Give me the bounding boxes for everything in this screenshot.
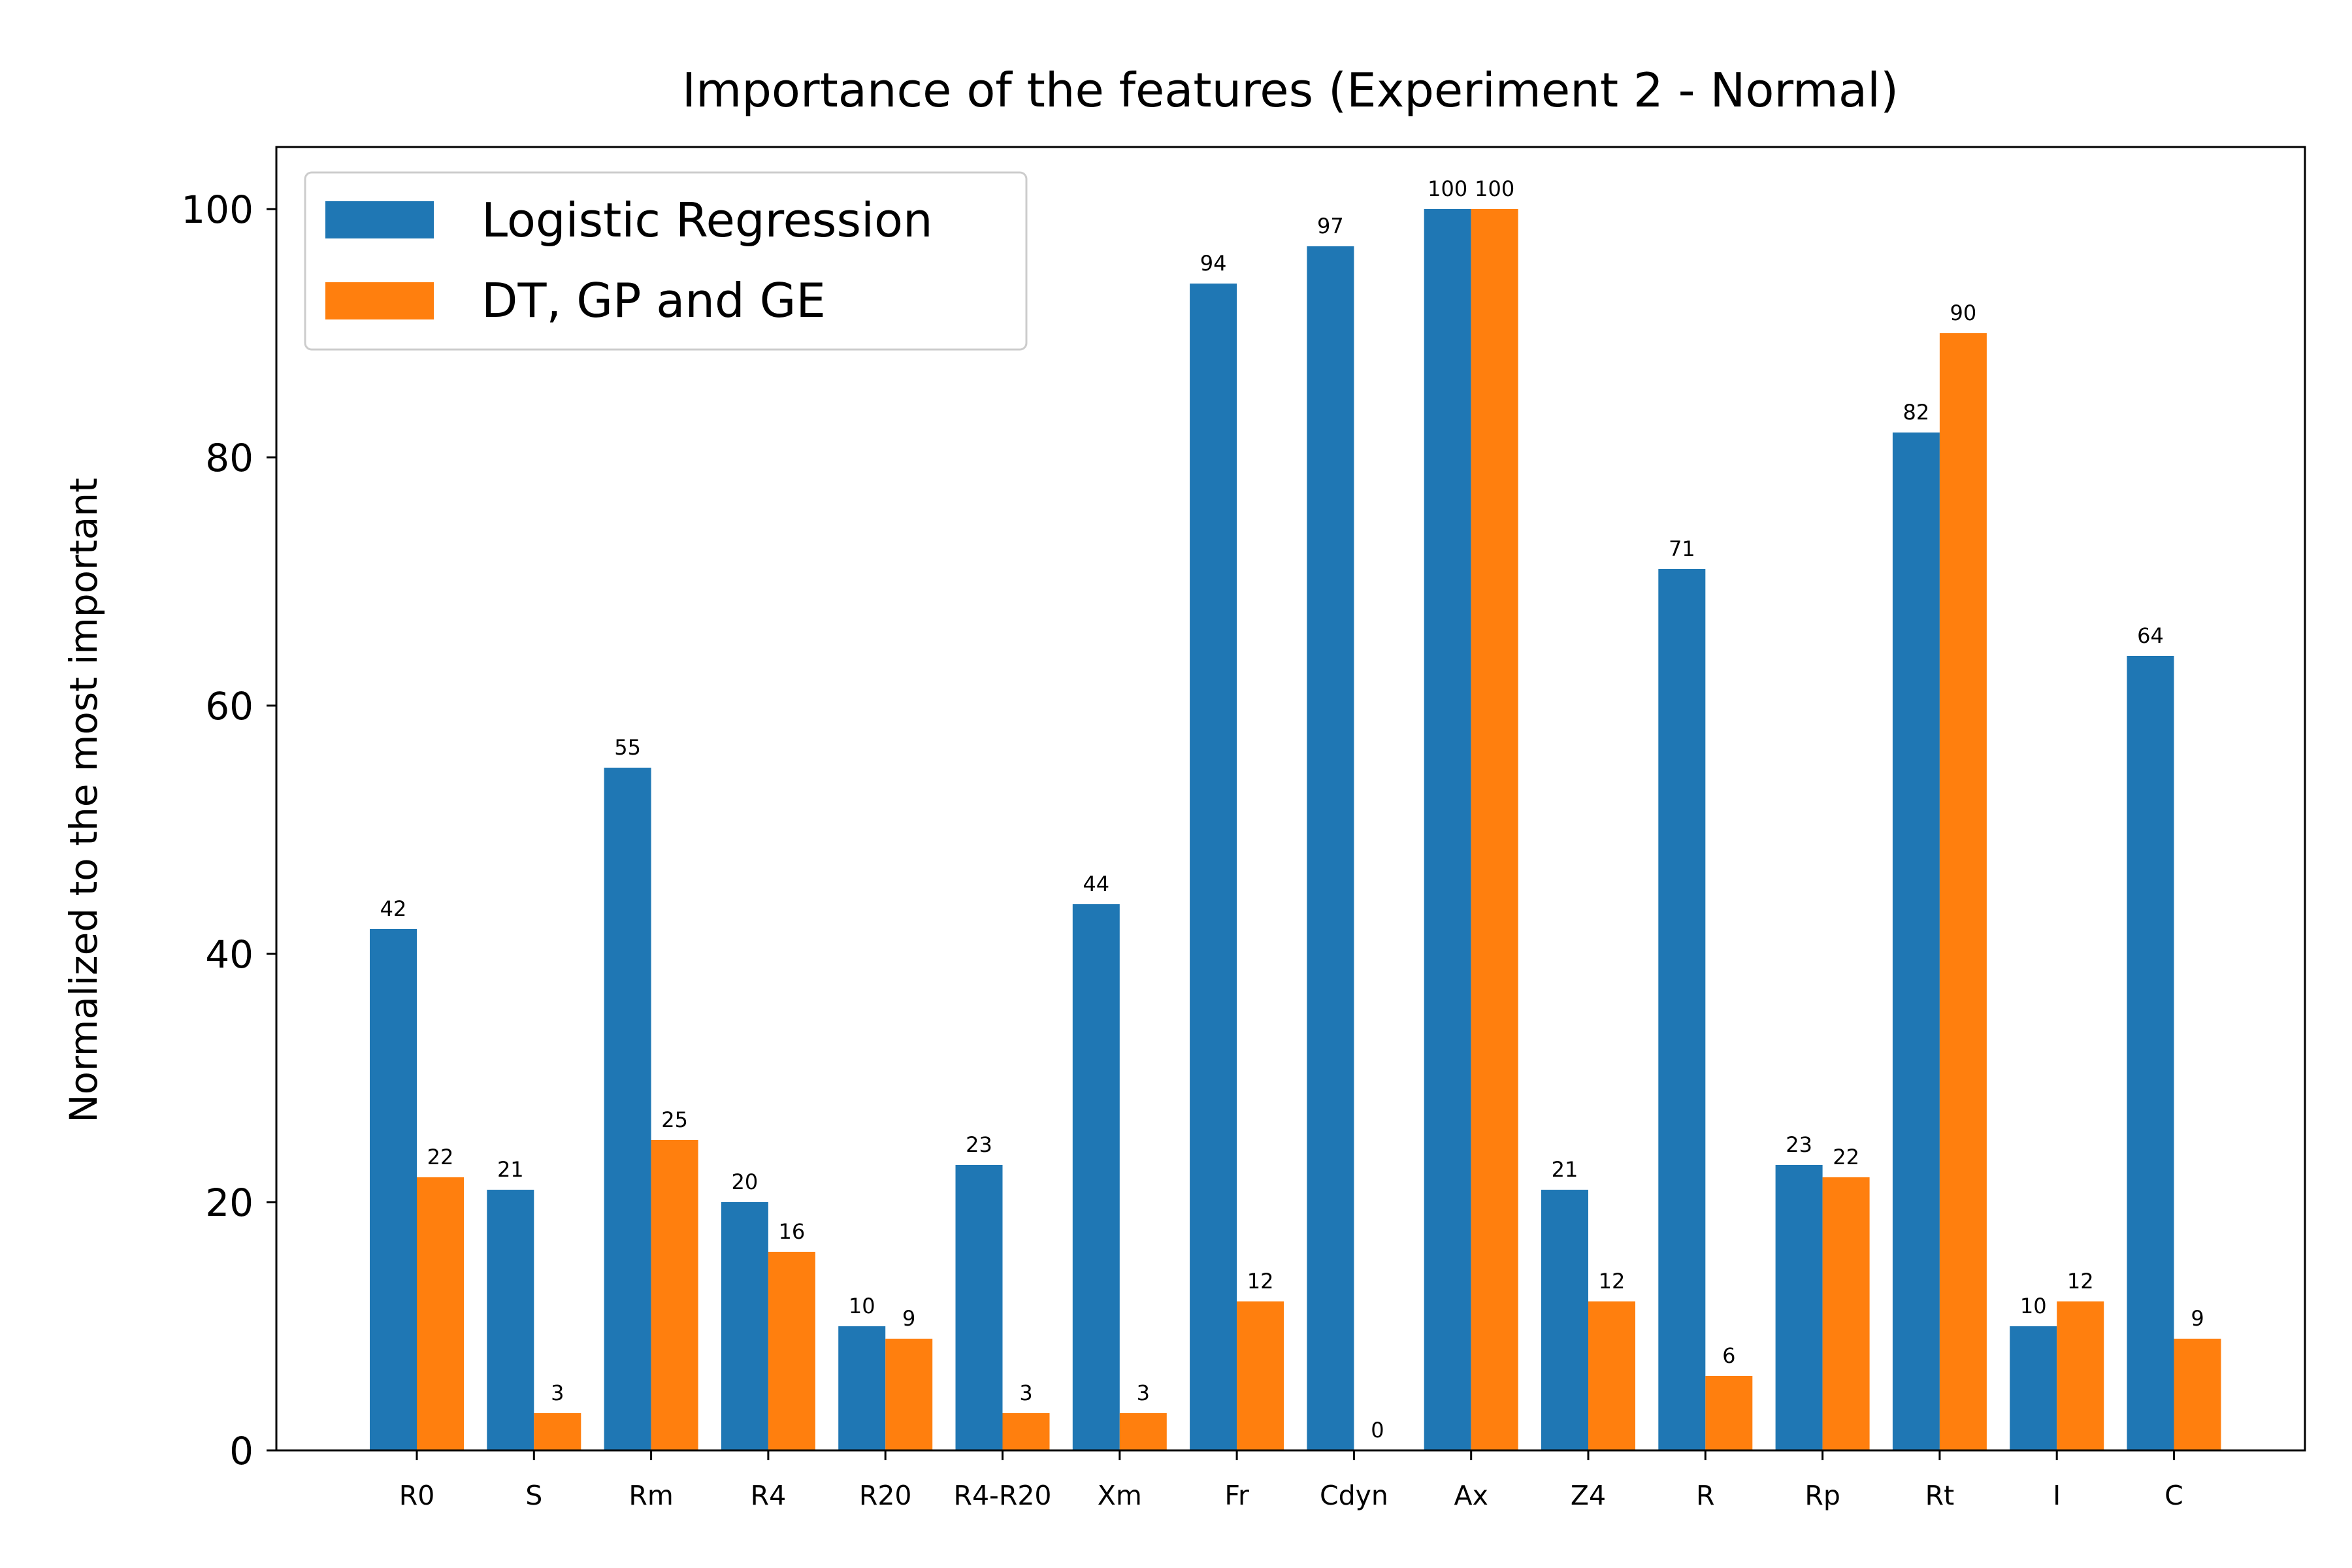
x-tick-label-c: C (2164, 1480, 2183, 1511)
y-tick-label-80: 80 (205, 436, 253, 480)
bar-logistic-regression-r4-r20 (955, 1165, 1003, 1450)
x-tick-label-fr: Fr (1224, 1480, 1249, 1511)
bar-logistic-regression-r (1658, 569, 1706, 1450)
bar-logistic-regression-cdyn (1307, 246, 1354, 1450)
bar-dt-gp-and-ge-r0 (417, 1177, 464, 1450)
x-tick-label-r4: R4 (751, 1480, 787, 1511)
data-label-dt-gp-and-ge-s: 3 (551, 1380, 564, 1405)
x-tick-label-s: S (525, 1480, 542, 1511)
data-label-dt-gp-and-ge-fr: 12 (1247, 1269, 1274, 1294)
plot-frame (275, 146, 2306, 1452)
bar-dt-gp-and-ge-ax (1471, 209, 1518, 1450)
data-label-dt-gp-and-ge-r0: 22 (427, 1145, 454, 1169)
x-tick-label-r: R (1696, 1480, 1715, 1511)
data-label-dt-gp-and-ge-rm: 25 (661, 1107, 688, 1132)
x-tick-label-rm: Rm (629, 1480, 673, 1511)
bar-dt-gp-and-ge-r (1705, 1376, 1753, 1450)
data-label-dt-gp-and-ge-xm: 3 (1137, 1380, 1150, 1405)
data-label-dt-gp-and-ge-rt: 90 (1950, 301, 1977, 325)
y-axis-ticks: 0 20 40 60 80 100 (181, 188, 276, 1473)
y-tick-label-60: 60 (205, 684, 253, 728)
legend-label-dt-gp-ge: DT, GP and GE (482, 273, 826, 328)
bar-logistic-regression-fr (1190, 284, 1237, 1450)
data-label-logistic-regression-xm: 44 (1083, 872, 1109, 896)
bar-dt-gp-and-ge-r4 (768, 1252, 815, 1450)
x-tick-label-i: I (2053, 1480, 2061, 1511)
data-label-logistic-regression-rt: 82 (1903, 400, 1930, 425)
bar-dt-gp-and-ge-z4 (1588, 1301, 1635, 1450)
x-tick-label-r20: R20 (859, 1480, 912, 1511)
y-tick-label-0: 0 (229, 1429, 253, 1473)
legend-label-logistic-regression: Logistic Regression (482, 193, 933, 248)
bar-dt-gp-and-ge-rt (1939, 333, 1987, 1450)
data-label-logistic-regression-fr: 94 (1200, 251, 1227, 276)
data-label-logistic-regression-r20: 10 (849, 1294, 875, 1318)
x-tick-label-rp: Rp (1805, 1480, 1840, 1511)
data-label-logistic-regression-z4: 21 (1552, 1157, 1578, 1182)
x-tick-label-rt: Rt (1925, 1480, 1955, 1511)
x-tick-label-xm: Xm (1098, 1480, 1142, 1511)
data-label-logistic-regression-c: 64 (2137, 623, 2164, 648)
data-label-dt-gp-and-ge-ax: 100 (1475, 176, 1514, 201)
bar-logistic-regression-z4 (1541, 1190, 1588, 1450)
data-label-logistic-regression-r0: 42 (380, 896, 407, 921)
data-label-dt-gp-and-ge-r20: 9 (902, 1306, 915, 1331)
data-label-logistic-regression-rm: 55 (614, 735, 641, 760)
data-label-logistic-regression-rp: 23 (1786, 1132, 1812, 1157)
bar-logistic-regression-rm (604, 768, 651, 1450)
data-label-logistic-regression-r: 71 (1669, 536, 1695, 561)
data-label-logistic-regression-cdyn: 97 (1317, 214, 1344, 238)
data-label-logistic-regression-r4: 20 (732, 1169, 759, 1194)
chart-title: Importance of the features (Experiment 2… (682, 63, 1899, 118)
x-tick-label-z4: Z4 (1571, 1480, 1606, 1511)
data-label-dt-gp-and-ge-r4-r20: 3 (1019, 1380, 1032, 1405)
bar-logistic-regression-rp (1775, 1165, 1823, 1450)
bar-logistic-regression-r4 (721, 1202, 768, 1450)
data-label-logistic-regression-ax: 100 (1428, 176, 1467, 201)
bar-dt-gp-and-ge-xm (1119, 1413, 1167, 1450)
bar-dt-gp-and-ge-r20 (885, 1339, 933, 1450)
bar-dt-gp-and-ge-r4-r20 (1002, 1413, 1050, 1450)
bar-dt-gp-and-ge-rp (1822, 1177, 1870, 1450)
bar-logistic-regression-r0 (370, 929, 417, 1450)
data-label-dt-gp-and-ge-cdyn: 0 (1371, 1418, 1384, 1443)
data-labels-group: 42 22 21 3 55 25 20 16 10 9 23 3 44 3 94 12 97 0 100 100 21 1… (380, 176, 2204, 1443)
bar-dt-gp-and-ge-i (2057, 1301, 2104, 1450)
data-label-dt-gp-and-ge-r: 6 (1722, 1343, 1735, 1368)
legend-frame (304, 171, 1028, 351)
y-tick-label-20: 20 (205, 1181, 253, 1225)
y-tick-label-100: 100 (181, 188, 253, 232)
bar-logistic-regression-c (2127, 656, 2174, 1450)
bar-logistic-regression-rt (1892, 433, 1940, 1450)
bar-dt-gp-and-ge-s (534, 1413, 581, 1450)
legend-swatch-dt-gp-ge (325, 282, 434, 319)
x-tick-label-r0: R0 (399, 1480, 435, 1511)
y-tick-label-40: 40 (205, 932, 253, 977)
data-label-dt-gp-and-ge-rp: 22 (1833, 1145, 1859, 1169)
bar-logistic-regression-r20 (838, 1326, 886, 1450)
x-tick-label-ax: Ax (1454, 1480, 1488, 1511)
bar-logistic-regression-i (2010, 1326, 2057, 1450)
bar-dt-gp-and-ge-fr (1237, 1301, 1284, 1450)
x-axis-ticks: R0 S Rm R4 R20 R4-R20 Xm Fr Cdyn Ax Z4 R Rp Rt I C (399, 1450, 2183, 1511)
data-label-logistic-regression-r4-r20: 23 (966, 1132, 992, 1157)
bar-dt-gp-and-ge-rm (651, 1140, 698, 1450)
legend-swatch-logistic-regression (325, 201, 434, 238)
x-tick-label-cdyn: Cdyn (1320, 1480, 1388, 1511)
y-axis-label: Normalized to the most important (61, 478, 106, 1123)
data-label-logistic-regression-i: 10 (2020, 1294, 2047, 1318)
bar-dt-gp-and-ge-c (2174, 1339, 2221, 1450)
data-label-dt-gp-and-ge-r4: 16 (779, 1219, 806, 1244)
data-label-logistic-regression-s: 21 (497, 1157, 524, 1182)
bar-logistic-regression-xm (1072, 904, 1120, 1450)
bars-group (370, 209, 2221, 1450)
legend: Logistic Regression DT, GP and GE (304, 171, 1028, 351)
data-label-dt-gp-and-ge-i: 12 (2067, 1269, 2094, 1294)
data-label-dt-gp-and-ge-z4: 12 (1599, 1269, 1625, 1294)
x-tick-label-r4-r20: R4-R20 (953, 1480, 1051, 1511)
data-label-dt-gp-and-ge-c: 9 (2191, 1306, 2204, 1331)
bar-logistic-regression-s (487, 1190, 534, 1450)
bar-logistic-regression-ax (1424, 209, 1471, 1450)
